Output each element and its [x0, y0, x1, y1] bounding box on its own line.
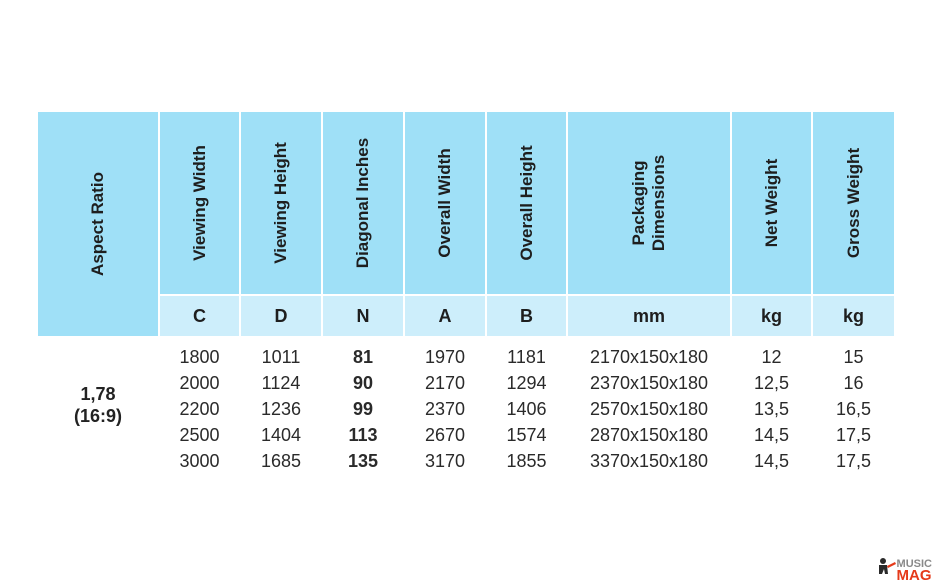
- header-net-weight: Net Weight: [732, 112, 811, 294]
- table-cell: 3000: [179, 451, 220, 471]
- table-cell: 17,5: [835, 425, 872, 445]
- table-cell: 1685: [260, 451, 302, 471]
- table-cell: 3370x150x180: [589, 451, 709, 471]
- header-aspect-ratio-label: Aspect Ratio: [88, 172, 107, 276]
- table-cell: 16,5: [835, 399, 872, 419]
- header-aspect-ratio: Aspect Ratio: [38, 112, 158, 336]
- header-viewing-width-label: Viewing Width: [189, 145, 209, 261]
- unit-overall-width: A: [405, 296, 485, 336]
- musician-icon: [875, 556, 897, 583]
- watermark-logo: MUSIC MAG: [875, 556, 932, 583]
- table-cell: 1406: [506, 399, 547, 419]
- unit-diagonal-inches: N: [323, 296, 403, 336]
- column-packaging-dimensions: 2170x150x180 2370x150x180 2570x150x180 2…: [568, 344, 730, 474]
- table-cell: 16: [843, 373, 864, 393]
- header-overall-width: Overall Width: [405, 112, 485, 294]
- header-overall-width-label: Overall Width: [435, 148, 454, 258]
- header-gross-weight: Gross Weight: [813, 112, 894, 294]
- column-viewing-height: 1011 1124 1236 1404 1685: [241, 344, 321, 474]
- table-cell: 2670: [424, 425, 466, 445]
- header-gross-weight-label: Gross Weight: [843, 147, 863, 259]
- table-cell: 14,5: [753, 451, 790, 471]
- watermark-line1: MUSIC: [896, 557, 932, 570]
- table-cell: 2570x150x180: [589, 399, 709, 419]
- table-cell: 15: [843, 347, 864, 367]
- table-cell: 2170: [424, 373, 466, 393]
- header-packaging-line2: Dimensions: [649, 154, 668, 252]
- column-gross-weight: 15 16 16,5 17,5 17,5: [813, 344, 894, 474]
- table-cell: 2370x150x180: [589, 373, 709, 393]
- column-overall-height: 1181 1294 1406 1574 1855: [487, 344, 566, 474]
- unit-viewing-height: D: [241, 296, 321, 336]
- table-cell: 1124: [261, 373, 301, 393]
- table-cell: 1404: [260, 425, 302, 445]
- watermark-text: MUSIC MAG: [896, 557, 932, 584]
- table-cell: 17,5: [835, 451, 872, 471]
- aspect-ratio-number: 1,78: [80, 384, 116, 404]
- column-viewing-width: 1800 2000 2200 2500 3000: [160, 344, 239, 474]
- table-cell: 81: [352, 347, 374, 367]
- unit-gross-weight: kg: [813, 296, 894, 336]
- header-overall-height: Overall Height: [487, 112, 566, 294]
- table-cell: 2200: [179, 399, 220, 419]
- header-diagonal-inches: Diagonal Inches: [323, 112, 403, 294]
- unit-packaging-dimensions: mm: [568, 296, 730, 336]
- table-cell: 2870x150x180: [589, 425, 709, 445]
- header-net-weight-label: Net Weight: [761, 158, 781, 248]
- unit-overall-height: B: [487, 296, 566, 336]
- aspect-ratio-format: (16:9): [73, 406, 122, 426]
- table-cell: 113: [348, 425, 378, 445]
- aspect-ratio-value: 1,78 (16:9): [38, 383, 158, 427]
- header-packaging-dimensions: Packaging Dimensions: [568, 112, 730, 294]
- header-viewing-height: Viewing Height: [241, 112, 321, 294]
- table-cell: 1236: [260, 399, 302, 419]
- table-cell: 1800: [179, 347, 220, 367]
- table-cell: 3170: [424, 451, 466, 471]
- unit-net-weight: kg: [732, 296, 811, 336]
- header-diagonal-inches-label: Diagonal Inches: [353, 137, 372, 269]
- table-cell: 135: [347, 451, 379, 471]
- table-cell: 1855: [506, 451, 547, 471]
- column-net-weight: 12 12,5 13,5 14,5 14,5: [732, 344, 811, 474]
- table-cell: 1181: [507, 347, 546, 367]
- column-diagonal-inches: 81 90 99 113 135: [323, 344, 403, 474]
- header-packaging-line1: Packaging: [629, 160, 648, 246]
- table-cell: 1294: [506, 373, 547, 393]
- table-cell: 1970: [424, 347, 466, 367]
- header-packaging-dimensions-label: Packaging Dimensions: [629, 155, 669, 251]
- table-cell: 1011: [261, 347, 301, 367]
- table-cell: 2500: [179, 425, 220, 445]
- header-viewing-height-label: Viewing Height: [271, 142, 290, 264]
- table-cell: 12: [761, 347, 782, 367]
- table-cell: 2370: [424, 399, 466, 419]
- header-viewing-width: Viewing Width: [160, 112, 239, 294]
- table-cell: 13,5: [753, 399, 790, 419]
- watermark-line2: MAG: [896, 566, 932, 584]
- column-overall-width: 1970 2170 2370 2670 3170: [405, 344, 485, 474]
- table-cell: 90: [352, 373, 374, 393]
- table-cell: 2170x150x180: [589, 347, 709, 367]
- table-cell: 12,5: [753, 373, 790, 393]
- table-cell: 2000: [179, 373, 220, 393]
- header-overall-height-label: Overall Height: [516, 145, 536, 261]
- table-cell: 1574: [506, 425, 547, 445]
- table-cell: 14,5: [753, 425, 790, 445]
- unit-viewing-width: C: [160, 296, 239, 336]
- table-cell: 99: [352, 399, 374, 419]
